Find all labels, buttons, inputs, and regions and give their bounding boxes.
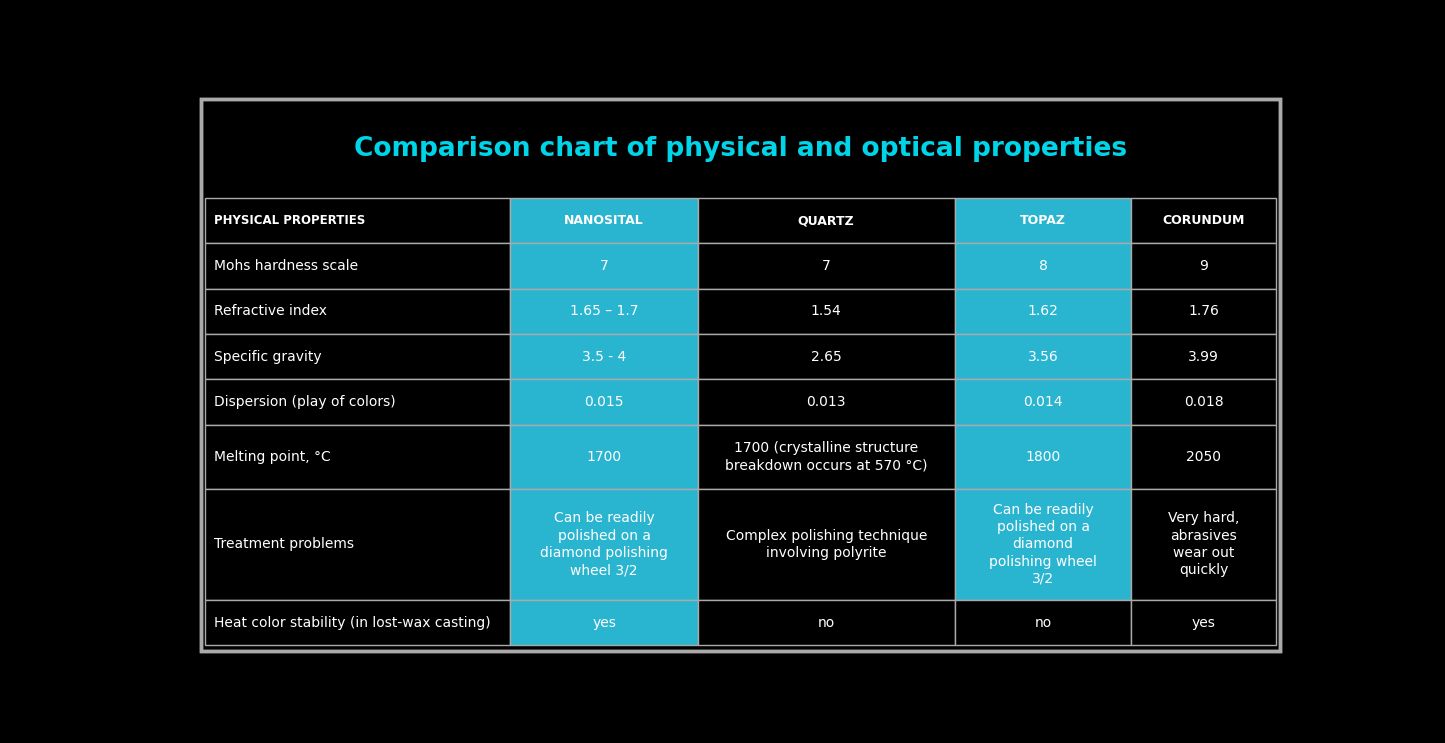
Bar — [955, 600, 1131, 645]
Bar — [955, 334, 1131, 380]
Bar — [205, 288, 510, 334]
Text: QUARTZ: QUARTZ — [798, 214, 854, 227]
Text: 1700 (crystalline structure
breakdown occurs at 570 °C): 1700 (crystalline structure breakdown oc… — [725, 441, 928, 473]
Bar — [1131, 288, 1276, 334]
Text: Comparison chart of physical and optical properties: Comparison chart of physical and optical… — [354, 136, 1127, 162]
Bar — [1131, 243, 1276, 288]
Bar — [698, 489, 955, 600]
Text: yes: yes — [592, 615, 616, 629]
Text: Can be readily
polished on a
diamond
polishing wheel
3/2: Can be readily polished on a diamond pol… — [988, 503, 1097, 586]
Text: 2.65: 2.65 — [811, 350, 841, 363]
Bar — [510, 489, 698, 600]
Text: PHYSICAL PROPERTIES: PHYSICAL PROPERTIES — [214, 214, 366, 227]
Bar — [955, 198, 1131, 243]
Bar — [205, 600, 510, 645]
Text: Dispersion (play of colors): Dispersion (play of colors) — [214, 395, 396, 409]
Bar — [955, 425, 1131, 489]
Text: 1700: 1700 — [587, 450, 621, 464]
Text: Complex polishing technique
involving polyrite: Complex polishing technique involving po… — [725, 529, 926, 560]
Bar — [698, 288, 955, 334]
Text: 0.018: 0.018 — [1183, 395, 1224, 409]
Bar — [510, 425, 698, 489]
Bar — [510, 600, 698, 645]
Bar — [205, 243, 510, 288]
Text: Mohs hardness scale: Mohs hardness scale — [214, 259, 358, 273]
Text: 2050: 2050 — [1186, 450, 1221, 464]
Text: Melting point, °C: Melting point, °C — [214, 450, 331, 464]
Bar — [205, 489, 510, 600]
Bar — [955, 243, 1131, 288]
Bar — [1131, 425, 1276, 489]
Text: Treatment problems: Treatment problems — [214, 537, 354, 551]
Bar — [1131, 198, 1276, 243]
Text: NANOSITAL: NANOSITAL — [564, 214, 644, 227]
Bar — [698, 600, 955, 645]
Text: no: no — [818, 615, 835, 629]
Text: Can be readily
polished on a
diamond polishing
wheel 3/2: Can be readily polished on a diamond pol… — [540, 511, 668, 577]
Text: 3.56: 3.56 — [1027, 350, 1058, 363]
Text: Refractive index: Refractive index — [214, 305, 327, 318]
Bar — [510, 198, 698, 243]
Text: 3.5 - 4: 3.5 - 4 — [582, 350, 626, 363]
Bar — [1131, 489, 1276, 600]
Text: 9: 9 — [1199, 259, 1208, 273]
Text: 1.65 – 1.7: 1.65 – 1.7 — [569, 305, 639, 318]
Text: 7: 7 — [600, 259, 608, 273]
Bar — [955, 489, 1131, 600]
Text: 1800: 1800 — [1026, 450, 1061, 464]
Text: 7: 7 — [822, 259, 831, 273]
Text: 8: 8 — [1039, 259, 1048, 273]
Text: Heat color stability (in lost-wax casting): Heat color stability (in lost-wax castin… — [214, 615, 491, 629]
Bar — [205, 198, 510, 243]
Text: CORUNDUM: CORUNDUM — [1162, 214, 1244, 227]
Bar — [510, 243, 698, 288]
Text: Very hard,
abrasives
wear out
quickly: Very hard, abrasives wear out quickly — [1168, 511, 1240, 577]
Bar — [510, 334, 698, 380]
Bar — [1131, 334, 1276, 380]
Bar — [510, 380, 698, 425]
Bar — [955, 288, 1131, 334]
Bar — [205, 425, 510, 489]
Text: 1.62: 1.62 — [1027, 305, 1058, 318]
Bar — [205, 334, 510, 380]
Bar — [1131, 380, 1276, 425]
Text: Specific gravity: Specific gravity — [214, 350, 322, 363]
Bar — [698, 243, 955, 288]
Bar — [205, 380, 510, 425]
Bar — [698, 425, 955, 489]
Text: no: no — [1035, 615, 1052, 629]
Bar — [698, 380, 955, 425]
Text: TOPAZ: TOPAZ — [1020, 214, 1066, 227]
Text: 0.013: 0.013 — [806, 395, 845, 409]
Bar — [1131, 600, 1276, 645]
Text: 0.014: 0.014 — [1023, 395, 1062, 409]
Text: 3.99: 3.99 — [1188, 350, 1220, 363]
Bar — [955, 380, 1131, 425]
Text: 1.54: 1.54 — [811, 305, 841, 318]
Bar — [698, 198, 955, 243]
Text: yes: yes — [1192, 615, 1215, 629]
Text: 0.015: 0.015 — [584, 395, 624, 409]
Text: 1.76: 1.76 — [1188, 305, 1220, 318]
Bar — [698, 334, 955, 380]
Bar — [510, 288, 698, 334]
